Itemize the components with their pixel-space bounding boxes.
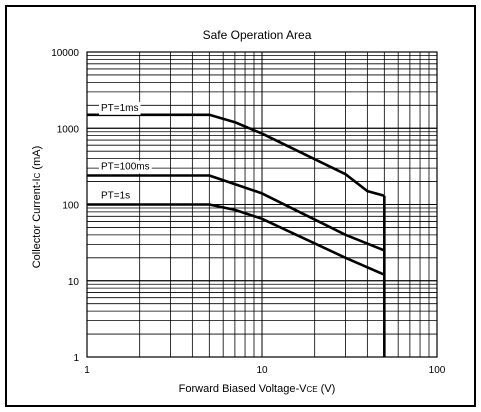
y-axis-label: Collector Current-IC (mA) — [31, 146, 43, 269]
series-annotation-2: PT=100ms — [101, 162, 150, 173]
y-axis-label-unit: (mA) — [31, 146, 43, 173]
x-tick-label: 100 — [429, 365, 446, 376]
series-line-2 — [87, 174, 385, 252]
chart-title: Safe Operation Area — [203, 28, 312, 42]
annotation-background — [99, 101, 141, 115]
x-axis-label: Forward Biased Voltage-VCE (V) — [179, 383, 336, 395]
x-axis-label-unit: (V) — [318, 383, 336, 395]
soa-chart: PT=1ms PT=100ms PT=1s 1 10 100 1 10 100 1000 1000… — [31, 28, 446, 395]
y-tick-label: 10000 — [51, 48, 79, 59]
y-tick-label: 1000 — [57, 124, 80, 135]
x-axis-label-subscript: CE — [306, 385, 317, 394]
annotation-background — [99, 160, 152, 174]
x-tick-label: 1 — [84, 365, 90, 376]
y-tick-label: 100 — [62, 201, 79, 212]
chart-frame: PT=1ms PT=100ms PT=1s 1 10 100 1 10 100 1000 1000… — [5, 5, 476, 407]
y-tick-label: 1 — [73, 353, 79, 364]
series-annotation-3: PT=1s — [101, 191, 130, 202]
series-line-3 — [87, 203, 385, 276]
annotation-background — [99, 189, 133, 203]
y-tick-label: 10 — [68, 277, 80, 288]
x-tick-label: 10 — [256, 365, 268, 376]
y-axis-label-main: Collector Current-I — [31, 178, 43, 268]
series-annotation-1: PT=1ms — [101, 103, 139, 114]
series-line-1 — [87, 113, 385, 198]
tick-labels: 1 10 100 1 10 100 1000 10000 — [51, 48, 446, 376]
y-axis-label-subscript: C — [33, 172, 42, 178]
series-curves: PT=1ms PT=100ms PT=1s — [87, 101, 386, 357]
x-axis-label-main: Forward Biased Voltage-V — [179, 383, 307, 395]
